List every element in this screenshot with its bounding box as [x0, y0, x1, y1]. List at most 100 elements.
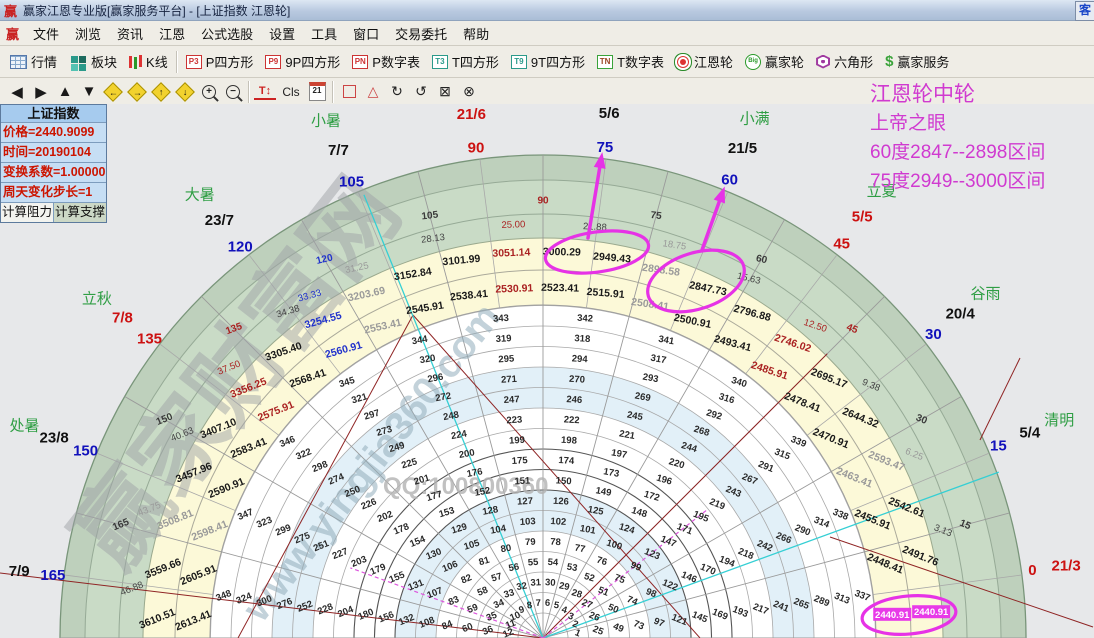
calc-button[interactable]: 计算阻力	[1, 203, 54, 222]
menu-item[interactable]: 江恩	[159, 26, 186, 42]
menu-item[interactable]: 工具	[311, 26, 338, 42]
menu-item[interactable]: 资讯	[117, 26, 144, 42]
wheel-label: 84	[440, 618, 455, 632]
toolbar-button-label: 9T四方形	[530, 55, 586, 70]
gann-annotation-line: 75度2949--3000区间	[870, 171, 1046, 192]
wheel-label: 252	[296, 599, 315, 615]
toolbar-button[interactable]: 江恩轮	[670, 49, 739, 75]
wheel-label: 223	[506, 414, 522, 426]
wheel-label: 100	[605, 538, 623, 553]
nav-right-icon[interactable]: ▶	[35, 83, 47, 101]
badge-P9-icon: P9	[265, 54, 282, 69]
menu-item[interactable]: 文件	[33, 26, 60, 42]
step-right-diamond-icon[interactable]: →	[126, 81, 148, 103]
wheel-label: 2523.41	[541, 282, 579, 295]
menu-item[interactable]: 浏览	[75, 26, 102, 42]
zoom-out-icon[interactable]: −	[222, 81, 244, 103]
step-left-diamond-icon[interactable]: ←	[102, 81, 124, 103]
step-up-diamond-icon[interactable]: ↑	[150, 81, 172, 103]
expand-icon[interactable]: ⊠	[439, 83, 451, 99]
toolbar-button[interactable]: Big 赢家轮	[739, 49, 810, 75]
wheel-label: 105	[339, 174, 364, 191]
nav-up-icon[interactable]: ▲	[57, 83, 73, 100]
menu-item[interactable]: 窗口	[353, 26, 380, 42]
wheel-label: 15	[990, 438, 1007, 455]
quotes-grid-icon	[10, 54, 27, 69]
toolbar-button[interactable]: 六角形	[810, 49, 879, 75]
zoom-in-icon[interactable]: +	[198, 81, 220, 103]
rotate-ccw-icon[interactable]: ↺	[415, 83, 427, 99]
customer-service-button[interactable]: 客	[1075, 1, 1094, 21]
wheel-label: 98	[644, 586, 658, 600]
toolbar-button-label: P数字表	[372, 55, 420, 70]
calc-button[interactable]: 计算支撑	[54, 203, 106, 222]
menu-item[interactable]: 交易委托	[395, 26, 448, 42]
wheel-label: 200	[458, 447, 476, 461]
toolbar-button[interactable]: PN P数字表	[346, 49, 426, 75]
menu-items: 文件 浏览 资讯 江恩 公式选股 设置 工具 窗口 交易委托 帮助	[25, 24, 497, 43]
wheel-label: 57	[490, 571, 503, 585]
triangle-tool-icon[interactable]: △	[367, 83, 379, 99]
wheel-label: 178	[392, 521, 411, 537]
highlight-ellipse	[543, 229, 651, 275]
wheel-label: 179	[369, 562, 388, 578]
square-tool-icon[interactable]	[338, 81, 360, 103]
highlighted-price: 2440.91	[914, 607, 949, 618]
toolbar-separator	[332, 80, 334, 103]
toolbar-button[interactable]: P3 P四方形	[180, 49, 260, 75]
wheel-label: 224	[450, 428, 468, 442]
wheel-label: 269	[634, 391, 652, 405]
wheel-label: 203	[350, 554, 369, 570]
wheel-label: 147	[659, 534, 678, 550]
cls-icon[interactable]: Cls	[282, 84, 300, 99]
highlight-ellipse	[860, 594, 958, 636]
fit-icon[interactable]: ⊗	[463, 83, 475, 99]
wheel-label: 101	[579, 523, 597, 537]
wheel-label: 23/8	[40, 429, 69, 446]
wheel-label: 318	[574, 333, 590, 345]
nav-left-icon[interactable]: ◀	[11, 83, 23, 101]
toolbar-button[interactable]: $ 赢家服务	[879, 49, 955, 75]
toolbar-button[interactable]: T3 T四方形	[426, 49, 505, 75]
toolbar-button[interactable]: 行情	[4, 49, 63, 75]
wheel-label: 316	[717, 391, 735, 406]
wheel-label: 34	[492, 597, 507, 611]
wheel-label: 127	[517, 496, 533, 508]
menu-item[interactable]: 公式选股	[201, 26, 254, 42]
wheel-label: 3152.84	[393, 265, 433, 283]
nav-down-icon[interactable]: ▼	[81, 83, 97, 100]
calendar-icon[interactable]: 21	[306, 81, 328, 103]
toolbar-button[interactable]: 板块	[63, 49, 123, 75]
wheel-label: 227	[331, 546, 350, 562]
wheel-label: 7/7	[328, 142, 349, 159]
menu-item[interactable]: 帮助	[463, 26, 490, 42]
toolbar-button[interactable]: P9 9P四方形	[259, 49, 346, 75]
wheel-label: 107	[425, 585, 444, 601]
menu-item[interactable]: 设置	[269, 26, 296, 42]
wheel-label: 104	[489, 523, 507, 537]
wheel-label: 341	[657, 334, 675, 348]
gann-wheel-canvas[interactable]: 赢家财富网 www.yingjia360.com QQ:100800360 1 2 3 4 5…	[0, 104, 1094, 638]
toolbar-button[interactable]: TN T数字表	[591, 49, 670, 75]
wheel-label: 3051.14	[492, 246, 531, 259]
toolbar-button[interactable]: K线	[123, 49, 174, 75]
rotate-cw-icon[interactable]: ↻	[391, 83, 403, 99]
qq-watermark: QQ:100800360	[383, 473, 548, 500]
wheel-label: 74	[625, 594, 640, 608]
step-down-diamond-icon[interactable]: ↓	[174, 81, 196, 103]
badge-P3-icon: P3	[185, 54, 202, 69]
wheel-label: 201	[413, 472, 432, 487]
wheel-label: 54	[547, 557, 559, 569]
wheel-label: 170	[698, 562, 717, 578]
gann-wheel-icon	[680, 58, 687, 65]
wheel-label: 176	[466, 466, 484, 480]
wheel-label: 292	[705, 408, 723, 423]
t-scale-icon[interactable]: T↕	[254, 84, 276, 100]
wheel-label: 151	[514, 475, 531, 487]
toolbar-button[interactable]: T9 9T四方形	[505, 49, 591, 75]
wheel-label: 8	[526, 600, 533, 612]
panel-data-row: 价格=2440.9099	[1, 123, 106, 143]
wheel-label: 338	[831, 507, 850, 523]
wheel-label: 30	[925, 326, 942, 343]
